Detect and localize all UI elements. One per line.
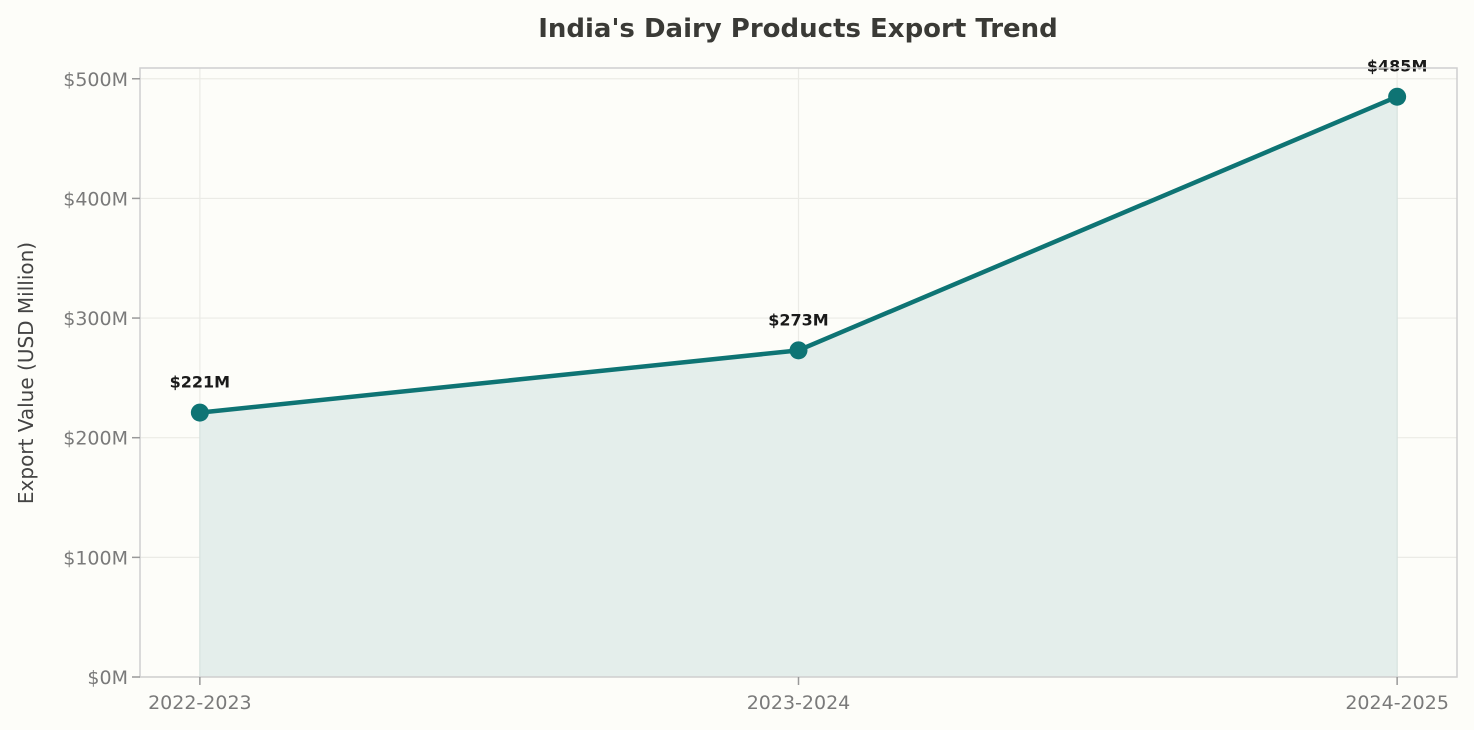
x-tick-label: 2024-2025 [1345, 692, 1449, 714]
y-axis-label: Export Value (USD Million) [14, 242, 38, 504]
data-point [190, 403, 209, 422]
y-tick-label: $400M [63, 188, 128, 210]
y-tick-label: $100M [63, 547, 128, 569]
data-label: $221M [170, 373, 230, 392]
x-tick-label: 2023-2024 [747, 692, 851, 714]
data-label: $485M [1367, 57, 1427, 76]
chart-title: India's Dairy Products Export Trend [538, 14, 1058, 44]
data-label: $273M [768, 310, 828, 329]
y-tick-label: $500M [63, 69, 128, 91]
y-tick-label: $300M [63, 308, 128, 330]
data-point [1388, 87, 1407, 106]
y-tick-label: $200M [63, 428, 128, 450]
data-point [789, 341, 808, 360]
y-tick-label: $0M [87, 667, 128, 689]
x-tick-label: 2022-2023 [148, 692, 252, 714]
